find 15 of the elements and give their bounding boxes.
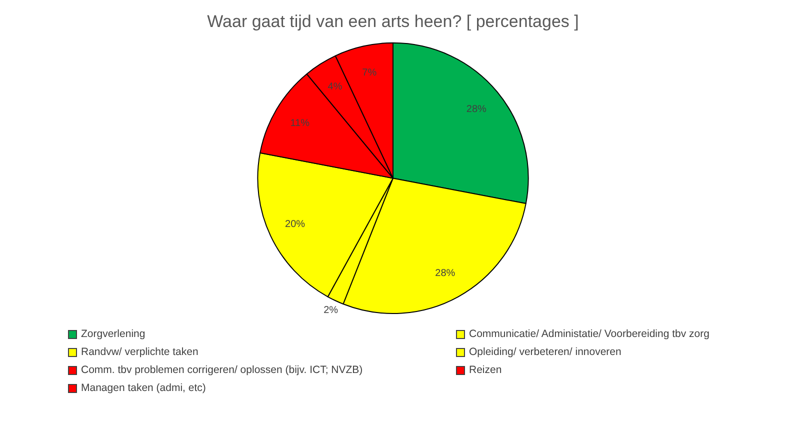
data-label: 28%	[466, 104, 487, 115]
legend-label: Managen taken (admi, etc)	[81, 382, 206, 394]
legend-label: Opleiding/ verbeteren/ innoveren	[469, 346, 622, 358]
legend-label: Comm. tbv problemen corrigeren/ oplossen (bijv. ICT; NVZB)	[81, 364, 363, 376]
legend-label: Reizen	[469, 364, 502, 376]
data-label: 2%	[324, 305, 338, 316]
data-label: 4%	[328, 82, 342, 93]
chart-title: Waar gaat tijd van een arts heen? [ percentages ]	[207, 12, 579, 31]
data-label: 11%	[290, 118, 310, 129]
data-label: 7%	[362, 67, 377, 78]
legend-label: Randvw/ verplichte taken	[81, 346, 198, 358]
legend-label: Zorgverlening	[81, 328, 146, 340]
data-label: 20%	[285, 219, 306, 230]
legend-label: Communicatie/ Administatie/ Voorbereiding tbv zorg	[469, 328, 710, 340]
data-label: 28%	[435, 268, 456, 279]
